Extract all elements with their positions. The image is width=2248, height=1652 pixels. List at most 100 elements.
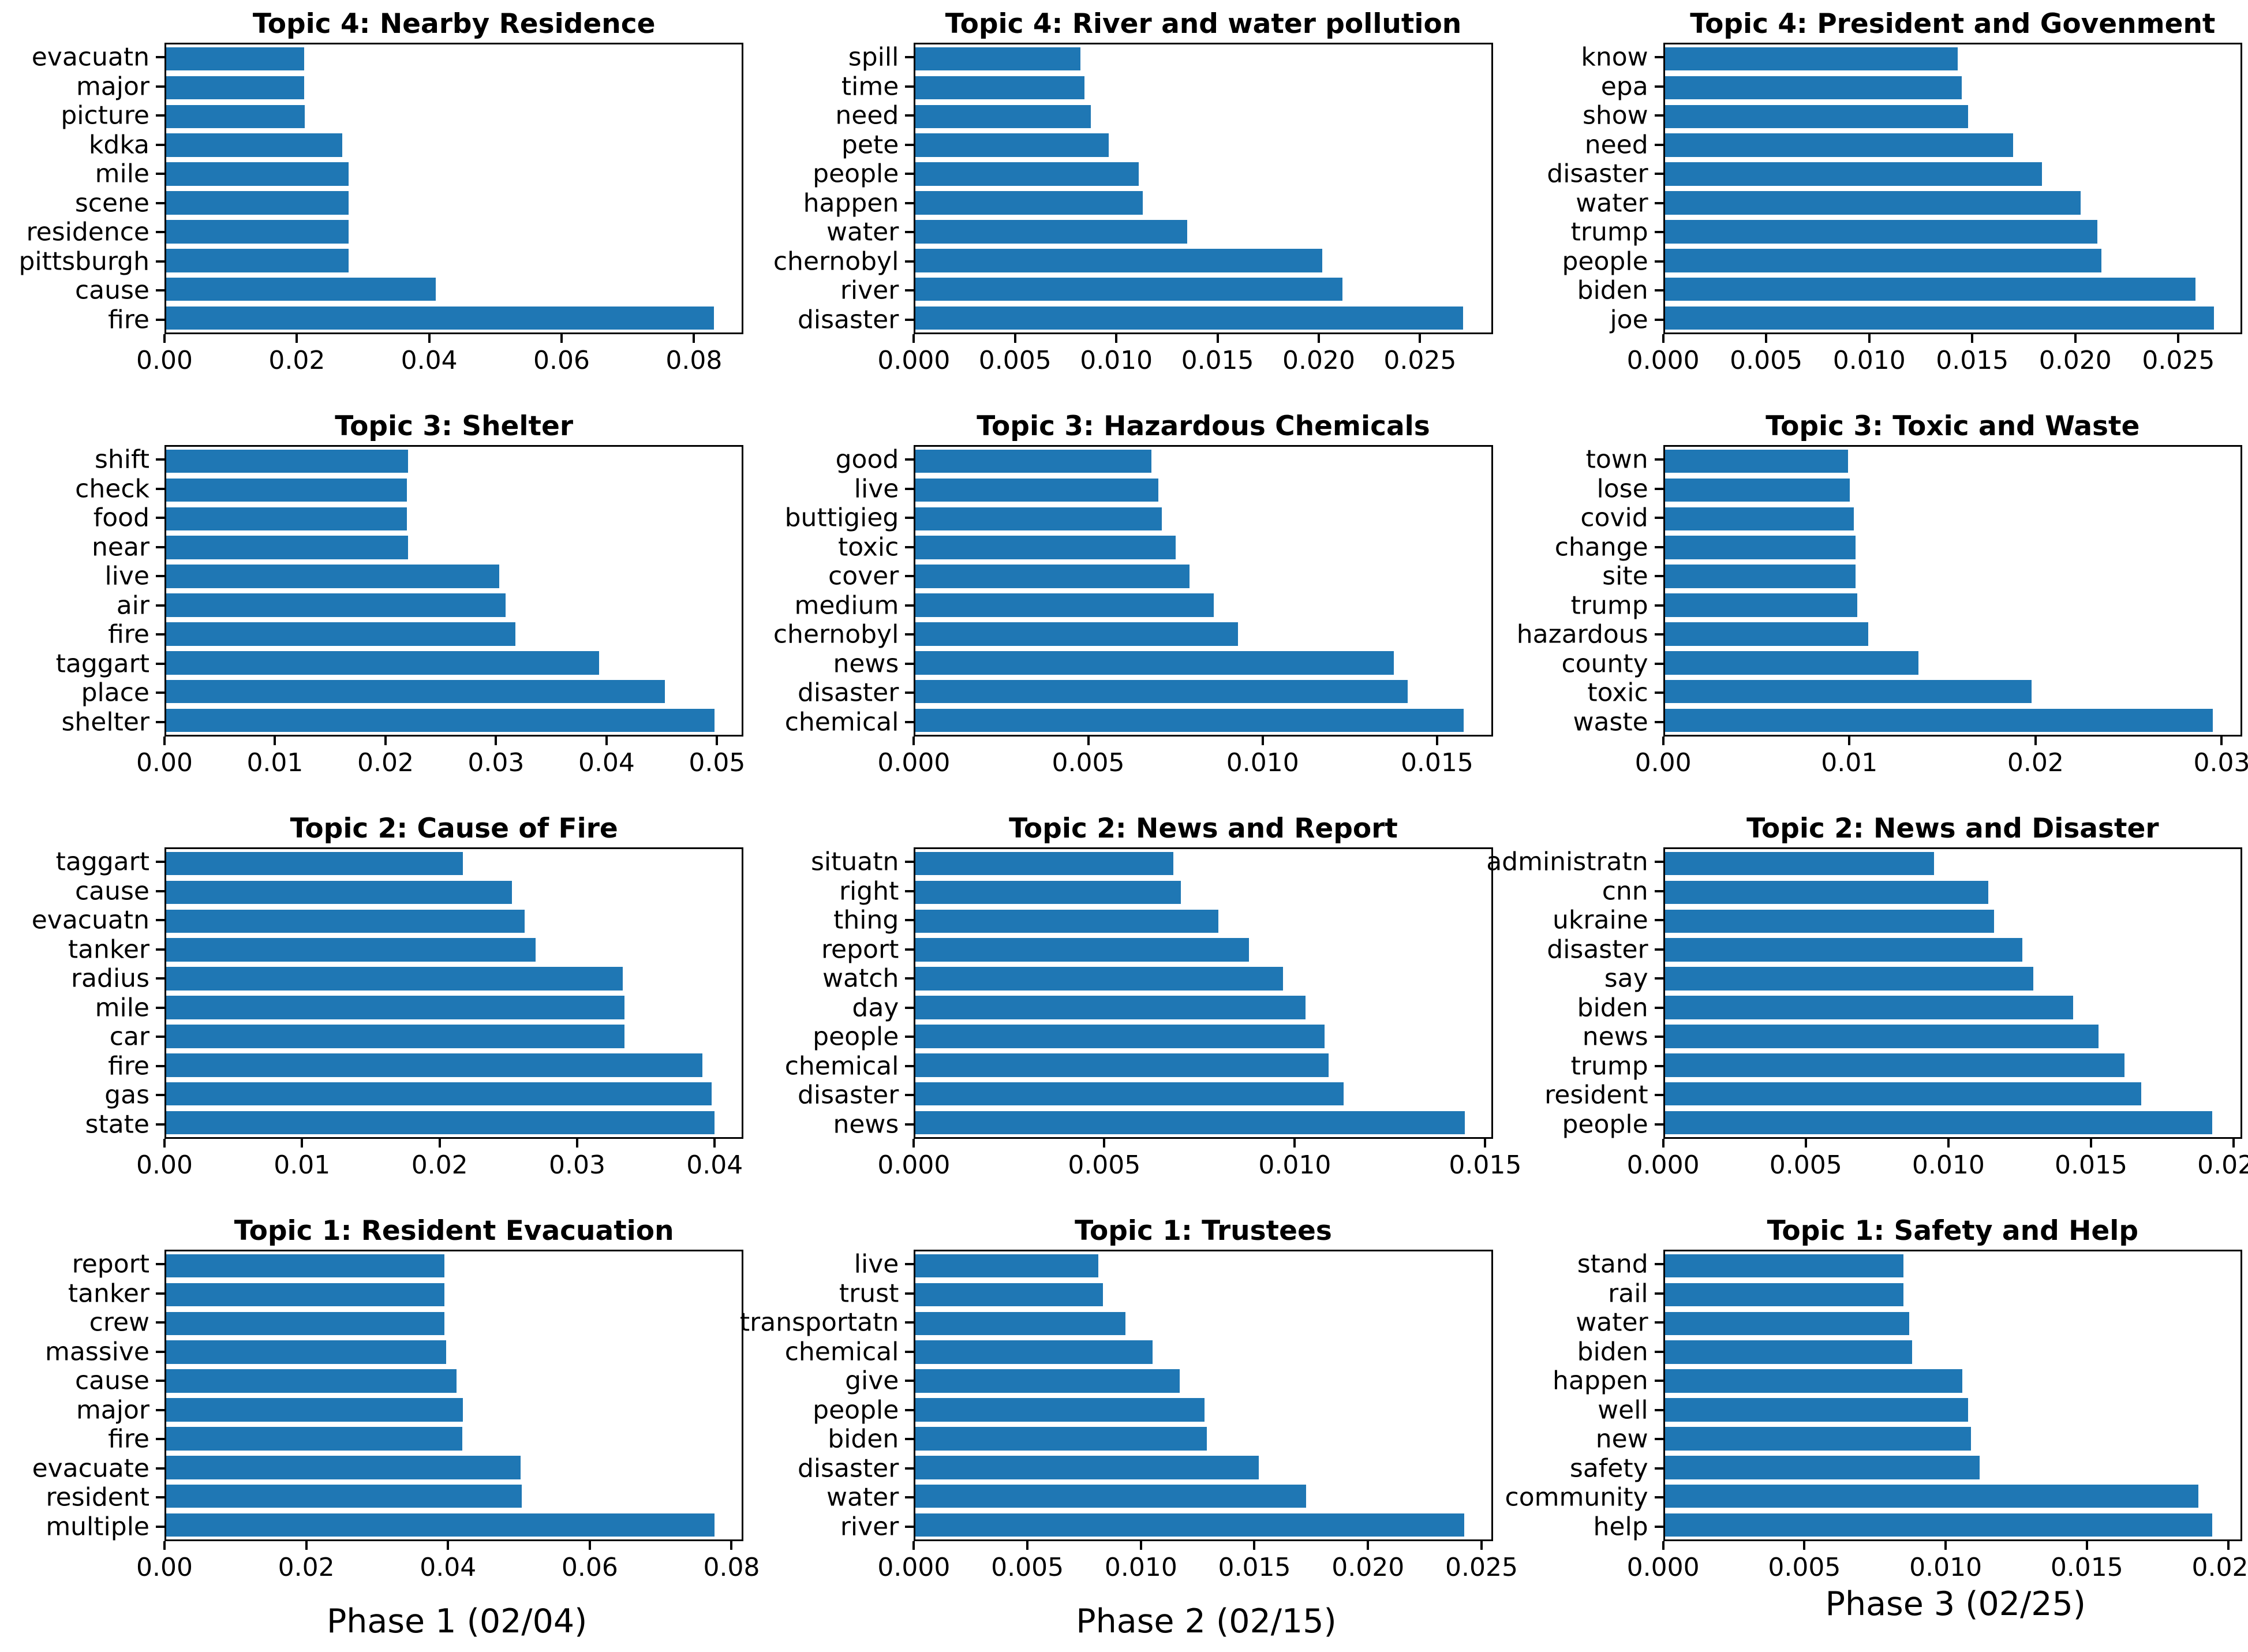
y-category-row: disaster [1499,159,1663,189]
x-axis-tick-label: 0.000 [877,1553,951,1582]
x-tick-mark [1848,737,1851,745]
y-tick-mark [905,260,914,263]
y-axis-label: buttigieg [784,503,899,533]
y-tick-mark [156,201,164,204]
bar-slot [1665,907,2240,936]
bar [166,1025,624,1048]
y-axis-label: report [72,1249,149,1279]
bar-slot [166,677,742,706]
bar-slot [166,44,742,73]
y-axis: situatn right thing report watch day people che… [749,847,914,1139]
y-axis: evacuatn major picture kdka mile scene residen… [0,43,164,334]
bar [915,851,1173,876]
x-tick-mark [1087,737,1090,745]
x-tick-mark [1367,1541,1370,1550]
chart-title-row: Topic 2: News and Report [914,805,1493,847]
x-axis-tick-label: 0.000 [877,346,951,375]
y-axis-label: live [854,1249,899,1279]
y-axis-label: biden [1577,993,1648,1023]
y-tick-mark [1654,85,1663,88]
bar-slot [166,1022,742,1051]
y-axis-label: evacuate [32,1453,149,1483]
bar [1665,507,1854,530]
x-axis: 0.000 0.005 0.010 0.015 0.020 [1627,1541,2248,1609]
y-category-row: water [749,218,914,247]
bar-slot [166,1251,742,1280]
y-tick-mark [156,604,164,607]
bar [915,708,1464,732]
x-axis: 0.00 0.01 0.02 0.03 0.04 0.05 [136,737,745,805]
bar [915,1369,1180,1393]
y-category-row: evacuate [0,1453,164,1483]
bar [1665,1398,1969,1422]
y-axis-label: town [1585,444,1648,474]
y-category-row: safety [1499,1453,1663,1483]
bar [915,1082,1344,1106]
y-axis-label: shelter [61,707,149,737]
bar [166,277,436,301]
bar [166,1311,445,1335]
y-tick-mark [156,487,164,490]
bar-slot [166,1367,742,1396]
bar-slot [915,1309,1491,1338]
bar-slot [1665,447,2240,476]
plot-area [164,43,744,334]
y-category-row: live [0,562,164,591]
y-category-row: county [1499,649,1663,678]
y-axis-label: report [821,935,899,965]
x-tick-mark [1103,1139,1106,1148]
bar-slot [1665,993,2240,1022]
chart-title: Topic 1: Safety and Help [1767,1214,2139,1247]
y-category-row: right [749,876,914,906]
bar-slot [166,246,742,275]
y-category-row: kdka [0,130,164,159]
bar-slot [915,706,1491,735]
x-tick-mark [1253,1541,1256,1550]
y-category-row: say [1499,964,1663,993]
y-axis-label: river [840,1512,899,1542]
x-axis-tick-label: 0.010 [1226,748,1299,778]
y-category-row: people [749,159,914,189]
bar-slot [166,275,742,304]
y-tick-mark [156,458,164,461]
y-axis-label: air [116,590,149,621]
bar [1665,162,2042,186]
y-category-row: toxic [1499,678,1663,708]
y-tick-mark [156,662,164,665]
bar-chart: Topic 2: News and Report situatn right thi… [749,805,1522,1207]
y-category-row: new [1499,1425,1663,1454]
bar [1665,220,2097,244]
x-tick-mark [1662,737,1665,745]
x-tick-mark [2220,737,2223,745]
y-axis-label: toxic [1587,678,1648,708]
bar-slot [915,936,1491,965]
x-tick-mark [713,1139,716,1148]
y-axis-label: evacuatn [31,905,149,935]
bar [1665,909,1994,933]
x-axis-tick-label: 0.08 [703,1553,760,1582]
y-category-row: mile [0,993,164,1022]
y-axis-label: car [109,1022,149,1052]
y-tick-mark [905,1036,914,1038]
bar [166,880,513,905]
bar-slot [166,965,742,993]
y-tick-mark [156,1525,164,1528]
y-tick-mark [1654,143,1663,146]
chart-title-row: Topic 1: Trustees [914,1207,1493,1250]
y-axis: stand rail water biden happen well new safety co… [1499,1250,1663,1541]
x-axis-tick-label: 0.010 [1080,346,1153,375]
y-axis-label: river [840,275,899,305]
y-category-row: rail [1499,1279,1663,1308]
y-axis-label: massive [44,1337,149,1367]
bar [1665,1283,1904,1307]
bar [1665,679,2032,704]
bar [166,938,536,962]
y-axis-label: chernobyl [773,619,899,649]
y-tick-mark [1654,1123,1663,1126]
bar [915,47,1081,71]
bar-chart: Topic 2: News and Disaster administratn c… [1486,805,2248,1207]
y-category-row: crew [0,1308,164,1337]
y-category-row: taggart [0,847,164,877]
y-category-row: cause [0,276,164,305]
y-category-row: trump [1499,590,1663,620]
